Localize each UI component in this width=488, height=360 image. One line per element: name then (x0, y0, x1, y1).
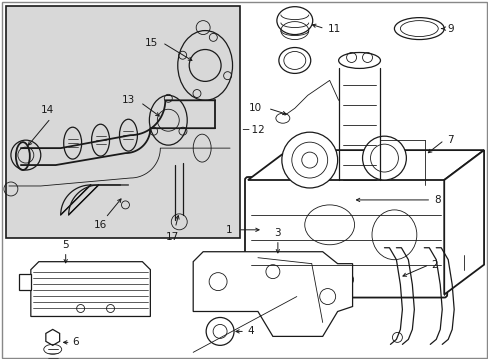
Text: 5: 5 (62, 240, 69, 250)
Text: 6: 6 (73, 337, 79, 347)
Text: 14: 14 (41, 105, 54, 115)
Text: 2: 2 (430, 260, 437, 270)
Text: 16: 16 (94, 220, 107, 230)
Circle shape (281, 132, 337, 188)
Ellipse shape (278, 48, 310, 73)
Text: 7: 7 (447, 135, 453, 145)
Circle shape (362, 136, 406, 180)
Text: 15: 15 (145, 37, 158, 48)
Polygon shape (193, 252, 352, 336)
Text: 13: 13 (122, 95, 135, 105)
Text: 9: 9 (447, 24, 453, 33)
Polygon shape (443, 150, 483, 294)
Text: 10: 10 (248, 103, 262, 113)
Text: 1: 1 (225, 225, 232, 235)
Text: 11: 11 (327, 24, 340, 33)
FancyBboxPatch shape (244, 177, 447, 298)
Ellipse shape (276, 7, 312, 35)
Text: 4: 4 (246, 327, 253, 336)
Polygon shape (31, 262, 150, 316)
Polygon shape (19, 274, 31, 289)
Ellipse shape (338, 53, 380, 68)
Polygon shape (46, 329, 60, 345)
Polygon shape (247, 150, 483, 180)
Text: ─ 12: ─ 12 (242, 125, 264, 135)
FancyBboxPatch shape (6, 6, 240, 238)
Ellipse shape (338, 178, 380, 192)
Text: 3: 3 (274, 228, 281, 238)
Text: 8: 8 (433, 195, 440, 205)
Text: 17: 17 (165, 232, 179, 242)
